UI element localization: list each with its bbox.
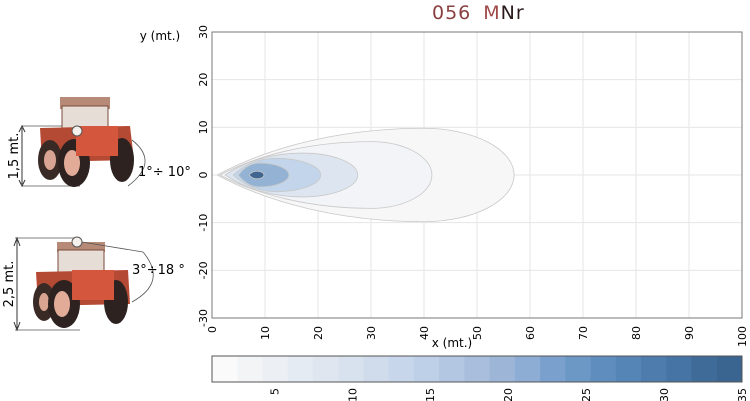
colorbar-tick-label: 10	[346, 388, 359, 401]
title-m: M	[483, 2, 501, 24]
colorbar-segment	[716, 356, 743, 382]
colorbar-segment	[388, 356, 415, 382]
colorbar-segment	[363, 356, 390, 382]
plot-frame	[211, 31, 743, 319]
x-tick-label: 50	[471, 326, 484, 340]
tractor-high-angle: 3°÷18 °	[132, 263, 185, 278]
tractor-low: 1,5 mt. 1°÷ 10°	[7, 97, 191, 188]
y-tick-label: -30	[197, 309, 210, 327]
tractor-low-height: 1,5 mt.	[7, 133, 22, 180]
colorbar-segment	[413, 356, 440, 382]
x-tick-label: 30	[365, 326, 378, 340]
colorbar-tick-label: 30	[658, 388, 671, 401]
y-tick-label: 0	[197, 172, 210, 179]
colorbar-segment	[590, 356, 617, 382]
colorbar-segment	[464, 356, 491, 382]
colorbar-frame	[211, 355, 743, 383]
x-tick-label: 10	[259, 326, 272, 340]
colorbar-segment	[666, 356, 693, 382]
x-tick-label: 80	[630, 326, 643, 340]
colorbar-ticks: 5 10 15 20 25 30 35	[268, 388, 749, 401]
colorbar	[211, 355, 743, 383]
tractor-high-height: 2,5 mt.	[2, 261, 17, 308]
y-axis-label: y (mt.)	[140, 29, 181, 43]
colorbar-segment	[312, 356, 339, 382]
tractor-high: 2,5 mt. 3°÷18 °	[2, 236, 185, 332]
colorbar-segment	[514, 356, 541, 382]
colorbar-segment	[565, 356, 592, 382]
colorbar-tick-label: 15	[424, 388, 437, 401]
contours	[216, 127, 515, 223]
y-tick-label: 10	[197, 120, 210, 134]
contour-level-33	[248, 170, 265, 180]
x-tick-label: 20	[312, 326, 325, 340]
colorbar-segment	[641, 356, 667, 382]
y-tick-label: -20	[197, 261, 210, 279]
x-axis-label: x (mt.)	[432, 336, 473, 350]
colorbar-segment	[212, 356, 238, 382]
colorbar-tick-label: 25	[580, 388, 593, 401]
y-ticks: 30 20 10 0 -10 -20 -30	[197, 25, 210, 327]
colorbar-tick-label: 5	[268, 388, 281, 395]
y-tick-label: 20	[197, 73, 210, 87]
x-tick-label: 60	[524, 326, 537, 340]
colorbar-segment	[615, 356, 642, 382]
y-tick-label: 30	[197, 25, 210, 39]
x-tick-label: 90	[683, 326, 696, 340]
y-tick-label: -10	[197, 214, 210, 232]
colorbar-segment	[691, 356, 718, 382]
title-nr: Nr	[500, 2, 525, 24]
colorbar-segment	[287, 356, 314, 382]
x-tick-label: 0	[206, 326, 219, 333]
colorbar-segment	[237, 356, 263, 382]
colorbar-segment	[489, 356, 516, 382]
x-tick-label: 40	[418, 326, 431, 340]
colorbar-segment	[439, 356, 465, 382]
colorbar-tick-label: 35	[736, 388, 749, 401]
x-tick-label: 70	[577, 326, 590, 340]
tractor-low-angle: 1°÷ 10°	[138, 165, 191, 180]
colorbar-segment	[262, 356, 289, 382]
colorbar-tick-label: 20	[502, 388, 515, 401]
chart-title: 056 MNr	[432, 2, 525, 24]
title-code: 056	[432, 2, 472, 24]
colorbar-segment	[540, 356, 566, 382]
tractor-illustrations: 1,5 mt. 1°÷ 10° 2,5 mt.	[2, 97, 191, 332]
colorbar-segment	[338, 356, 364, 382]
x-ticks: 0 10 20 30 40 50 60 70 80 90 100	[206, 326, 749, 347]
x-tick-label: 100	[736, 326, 749, 347]
